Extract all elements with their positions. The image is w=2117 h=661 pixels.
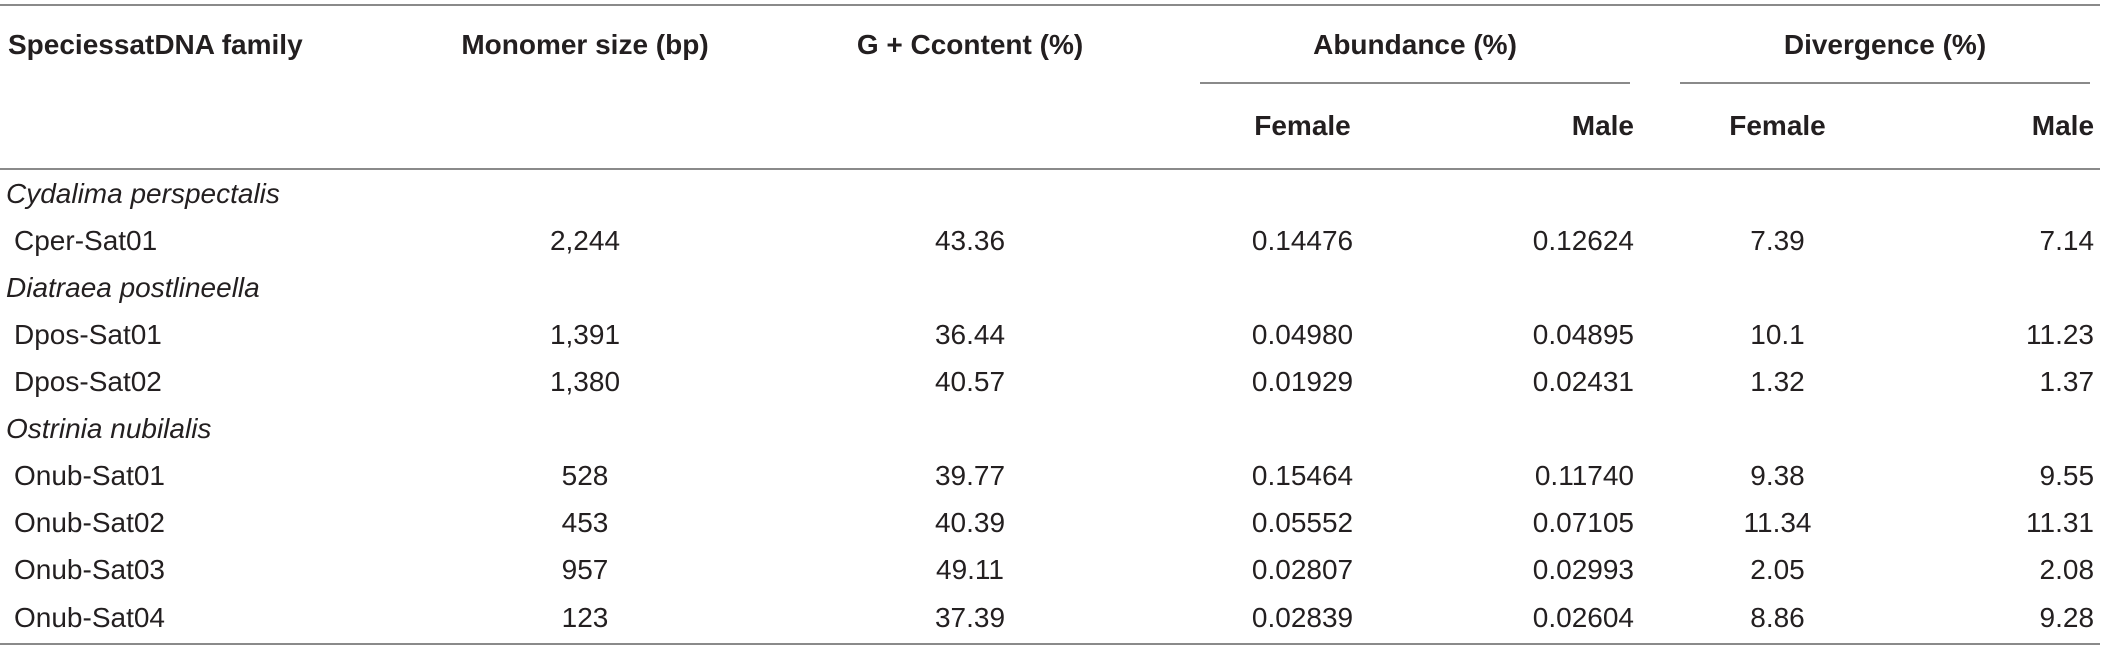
table-row: Cper-Sat01 2,244 43.36 0.14476 0.12624 7.39 7.… — [0, 217, 2100, 264]
cell-gc-content: 43.36 — [934, 224, 1006, 256]
cell-divergence-male: 11.31 — [2026, 506, 2095, 538]
cell-family: Onub-Sat02 — [14, 506, 165, 538]
cell-family: Onub-Sat01 — [14, 459, 165, 491]
header-abundance-male: Male — [1415, 84, 1640, 170]
cell-abundance-male: 0.11740 — [1534, 459, 1634, 491]
cell-abundance-female: 0.02807 — [1251, 553, 1354, 585]
species-name: Ostrinia nubilalis — [6, 412, 212, 444]
cell-abundance-male: 0.04895 — [1532, 318, 1634, 350]
cell-gap — [1640, 311, 1670, 358]
cell-abundance-female: 0.14476 — [1251, 224, 1354, 256]
cell-gap — [1640, 358, 1670, 405]
cell-monomer-size: 957 — [561, 553, 609, 585]
table-row: Onub-Sat03 957 49.11 0.02807 0.02993 2.05 2.08 — [0, 546, 2100, 593]
cell-divergence-female: 10.1 — [1750, 318, 1805, 350]
header-divergence: Divergence (%) — [1670, 4, 2101, 84]
table-row: Onub-Sat01 528 39.77 0.15464 0.11740 9.38 9.55 — [0, 452, 2100, 499]
cell-gc-content: 37.39 — [750, 593, 1190, 645]
cell-monomer-size: 453 — [561, 506, 609, 538]
cell-gc-content: 49.11 — [936, 553, 1004, 585]
table-row: Onub-Sat02 453 40.39 0.05552 0.07105 11.34 11.… — [0, 499, 2100, 546]
cell-divergence-male: 1.37 — [2039, 365, 2095, 397]
header-empty — [420, 84, 750, 170]
cell-gap — [1640, 593, 1670, 645]
cell-divergence-male: 9.55 — [2039, 459, 2095, 491]
cell-divergence-female: 2.05 — [1750, 553, 1805, 585]
cell-abundance-male: 0.02431 — [1532, 365, 1634, 397]
cell-divergence-female: 9.38 — [1750, 459, 1805, 491]
cell-abundance-female: 0.05552 — [1251, 506, 1354, 538]
cell-gap — [1640, 452, 1670, 499]
header-divergence-male: Male — [1885, 84, 2101, 170]
cell-family: Onub-Sat03 — [14, 553, 165, 585]
header-monomer-size: Monomer size (bp) — [420, 4, 750, 84]
cell-abundance-female: 0.04980 — [1251, 318, 1354, 350]
cell-divergence-male: 11.23 — [2026, 318, 2095, 350]
cell-abundance-male: 0.07105 — [1532, 506, 1634, 538]
header-abundance-rule — [1200, 82, 1630, 84]
species-row: Ostrinia nubilalis — [0, 405, 2100, 452]
header-abundance: Abundance (%) — [1190, 4, 1640, 84]
cell-divergence-male: 7.14 — [2039, 224, 2095, 256]
cell-divergence-female: 1.32 — [1750, 365, 1805, 397]
cell-family: Onub-Sat04 — [0, 593, 420, 645]
species-row: Cydalima perspectalis — [0, 169, 2100, 217]
cell-monomer-size: 123 — [420, 593, 750, 645]
header-empty — [750, 84, 1190, 170]
header-abundance-label: Abundance (%) — [1313, 29, 1517, 60]
table-row: Onub-Sat04 123 37.39 0.02839 0.02604 8.86 9.28 — [0, 593, 2101, 645]
species-name: Diatraea postlineella — [6, 271, 260, 303]
header-gc-content: G + Ccontent (%) — [750, 4, 1190, 84]
species-name: Cydalima perspectalis — [6, 177, 280, 209]
table-row: Dpos-Sat02 1,380 40.57 0.01929 0.02431 1.32 1.… — [0, 358, 2100, 405]
species-row: Diatraea postlineella — [0, 264, 2100, 311]
cell-divergence-female: 7.39 — [1750, 224, 1805, 256]
cell-gc-content: 36.44 — [934, 318, 1006, 350]
cell-monomer-size: 1,391 — [549, 318, 621, 350]
header-gap — [1640, 4, 1670, 84]
cell-gap — [1640, 499, 1670, 546]
cell-abundance-male: 0.12624 — [1532, 224, 1634, 256]
cell-monomer-size: 2,244 — [549, 224, 621, 256]
cell-abundance-female: 0.01929 — [1251, 365, 1354, 397]
cell-gc-content: 40.39 — [934, 506, 1006, 538]
cell-monomer-size: 1,380 — [549, 365, 621, 397]
cell-gap — [1640, 546, 1670, 593]
cell-abundance-male: 0.02993 — [1532, 553, 1634, 585]
cell-family: Dpos-Sat02 — [14, 365, 162, 397]
table-body: Cydalima perspectalis Cper-Sat01 2,244 43.3… — [0, 169, 2101, 645]
table-header: SpeciessatDNA family Monomer size (bp) G… — [0, 4, 2101, 170]
cell-divergence-male: 9.28 — [1885, 593, 2101, 645]
satdna-table: SpeciessatDNA family Monomer size (bp) G… — [0, 4, 2101, 645]
cell-family: Dpos-Sat01 — [14, 318, 162, 350]
cell-divergence-female: 8.86 — [1670, 593, 1885, 645]
cell-abundance-female: 0.02839 — [1190, 593, 1415, 645]
header-divergence-female: Female — [1670, 84, 1885, 170]
header-divergence-rule — [1680, 82, 2091, 84]
header-empty — [0, 84, 420, 170]
header-divergence-label: Divergence (%) — [1783, 29, 1987, 60]
table-row: Dpos-Sat01 1,391 36.44 0.04980 0.04895 10.1 11… — [0, 311, 2100, 358]
cell-gc-content: 39.77 — [934, 459, 1006, 491]
cell-abundance-male: 0.02604 — [1415, 593, 1640, 645]
cell-divergence-male: 2.08 — [2039, 553, 2095, 585]
cell-family: Cper-Sat01 — [14, 224, 158, 256]
cell-divergence-female: 11.34 — [1743, 506, 1812, 538]
header-species: SpeciessatDNA family — [0, 4, 420, 84]
cell-gc-content: 40.57 — [934, 365, 1006, 397]
header-gap — [1640, 84, 1670, 170]
cell-monomer-size: 528 — [561, 459, 609, 491]
header-abundance-female: Female — [1190, 84, 1415, 170]
cell-abundance-female: 0.15464 — [1251, 459, 1354, 491]
cell-gap — [1640, 217, 1670, 264]
